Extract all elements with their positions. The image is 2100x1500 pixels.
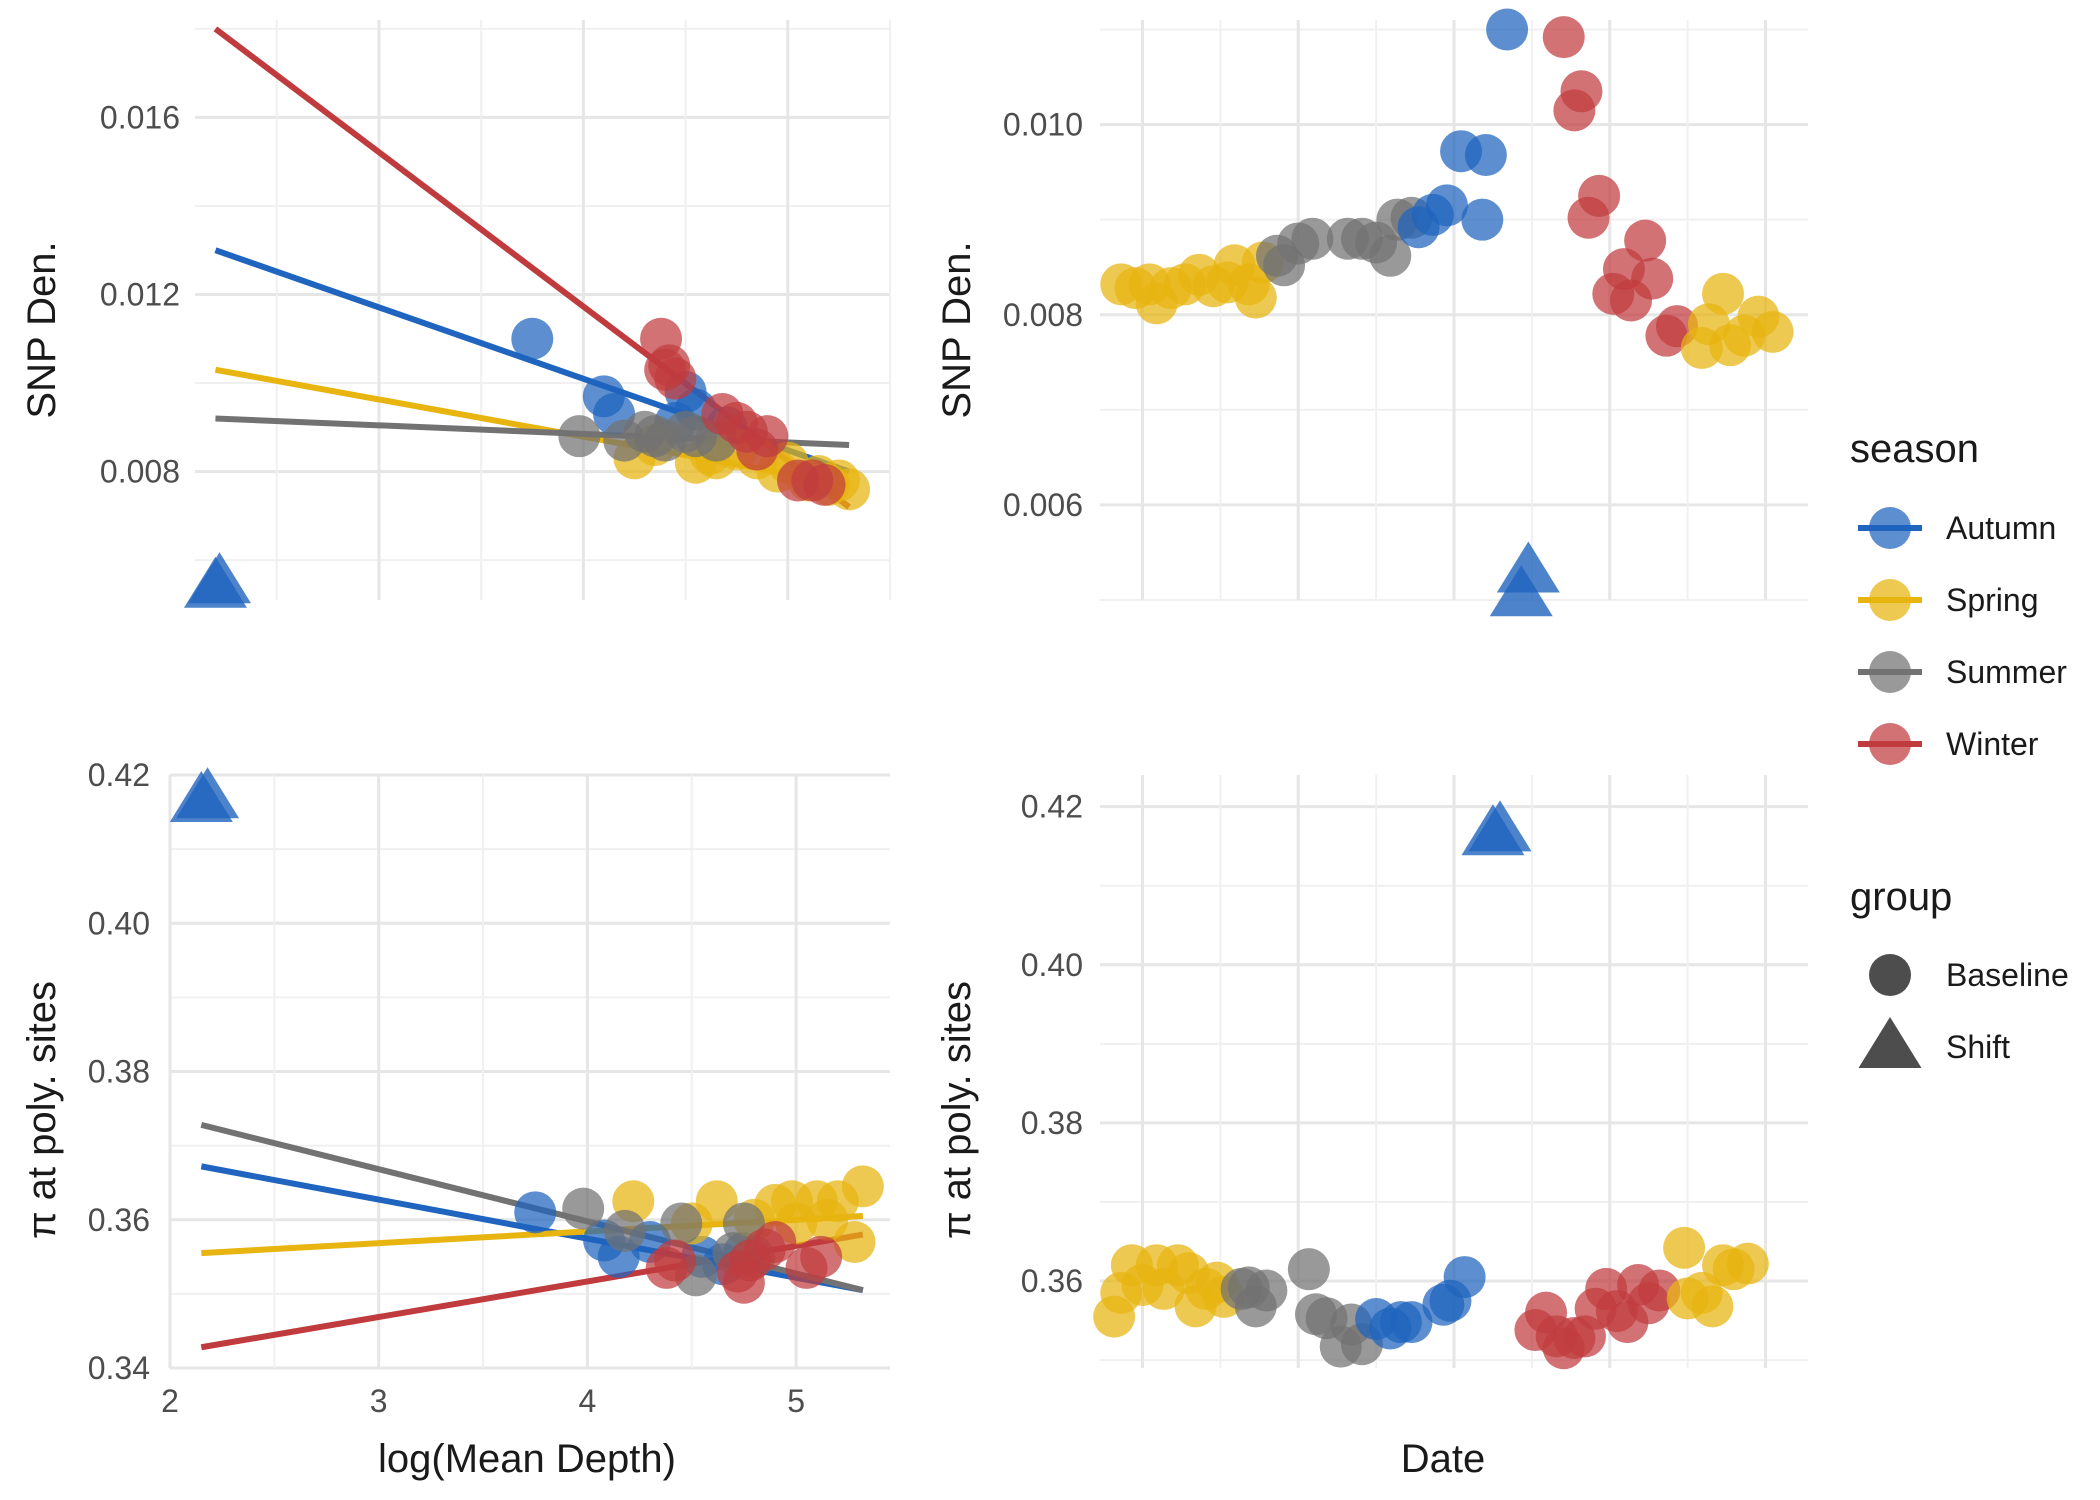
data-point (1726, 1242, 1769, 1285)
y-tick-label: 0.010 (1003, 107, 1083, 143)
data-point (562, 1187, 605, 1230)
data-point (1751, 310, 1794, 353)
y-tick-label: 0.38 (88, 1054, 150, 1090)
data-point (1461, 198, 1504, 241)
data-points (1100, 8, 1794, 617)
x-tick-label: 4 (578, 1383, 596, 1419)
x-axis-title: Date (1401, 1437, 1486, 1481)
panel-grid (168, 773, 890, 1370)
y-tick-label: 0.006 (1003, 487, 1083, 523)
panel-snp-density-vs-date: 0.006 0.008 0.010 SNP Den. (935, 8, 1808, 617)
data-point (1663, 1226, 1706, 1269)
legend-group-items: Baseline Shift (1858, 954, 2069, 1068)
x-tick-labels: 2 3 4 5 (161, 1383, 805, 1419)
data-point (1369, 234, 1412, 277)
y-tick-label: 0.012 (100, 277, 180, 313)
legend: season Autumn Spring Summer Winter group Ba… (1850, 427, 2069, 1068)
y-axis-title: π at poly. sites (935, 981, 979, 1239)
panel-pi-vs-depth: 0.34 0.36 0.38 0.40 0.42 2 3 4 5 π at poly. sit… (20, 757, 890, 1481)
legend-key-circle (1869, 651, 1911, 693)
data-point (800, 1235, 843, 1278)
y-tick-label: 0.42 (1021, 789, 1083, 825)
data-point (1464, 134, 1507, 177)
data-point (754, 1220, 797, 1263)
y-axis-title: SNP Den. (935, 241, 979, 418)
data-point (511, 317, 554, 360)
data-point (803, 463, 846, 506)
y-tick-label: 0.008 (1003, 297, 1083, 333)
data-points (169, 767, 884, 1304)
data-point (1443, 1256, 1486, 1299)
data-point (558, 415, 601, 458)
data-point (1291, 217, 1334, 260)
data-point (1560, 70, 1603, 113)
y-tick-label: 0.36 (88, 1202, 150, 1238)
data-point (841, 1165, 884, 1208)
legend-label-summer: Summer (1946, 654, 2067, 690)
legend-label-shift: Shift (1946, 1029, 2010, 1065)
data-point (1486, 8, 1529, 51)
y-tick-labels: 0.006 0.008 0.010 (1003, 107, 1083, 523)
data-point (1631, 257, 1674, 300)
y-tick-label: 0.38 (1021, 1105, 1083, 1141)
data-point-triangle (188, 552, 252, 604)
data-point (1691, 1285, 1734, 1328)
panel-pi-vs-date: 0.36 0.38 0.40 0.42 π at poly. sites Date (935, 775, 1808, 1481)
data-point (1702, 272, 1745, 315)
data-point (1624, 219, 1667, 262)
data-point-triangle (176, 767, 240, 819)
x-axis-title: log(Mean Depth) (378, 1437, 676, 1481)
data-point-triangle (1496, 541, 1560, 593)
data-point (1245, 1269, 1288, 1312)
data-point (1287, 1248, 1330, 1291)
legend-label-spring: Spring (1946, 582, 2039, 618)
data-point (1542, 16, 1585, 59)
x-tick-label: 5 (787, 1383, 805, 1419)
y-tick-label: 0.008 (100, 454, 180, 490)
data-point-triangle (1468, 800, 1532, 852)
legend-label-baseline: Baseline (1946, 957, 2069, 993)
y-tick-label: 0.34 (88, 1350, 150, 1386)
panel-grid (195, 20, 891, 600)
data-point (833, 1220, 876, 1263)
y-axis-title: SNP Den. (20, 241, 64, 418)
legend-key-circle (1869, 723, 1911, 765)
legend-key-circle (1869, 579, 1911, 621)
y-tick-label: 0.36 (1021, 1263, 1083, 1299)
data-points (1093, 800, 1769, 1370)
data-point (1234, 276, 1277, 319)
data-point (654, 357, 697, 400)
legend-season-items: Autumn Spring Summer Winter (1858, 507, 2067, 765)
y-tick-label: 0.016 (100, 99, 180, 135)
y-tick-labels: 0.008 0.012 0.016 (100, 99, 180, 489)
y-tick-labels: 0.36 0.38 0.40 0.42 (1021, 789, 1083, 1299)
legend-season-title: season (1850, 427, 1979, 471)
data-point (1390, 1301, 1433, 1344)
data-point (746, 415, 789, 458)
legend-group-title: group (1850, 875, 1952, 919)
legend-key-circle (1869, 954, 1911, 996)
y-tick-label: 0.40 (88, 905, 150, 941)
x-tick-label: 2 (161, 1383, 179, 1419)
data-point (603, 1209, 646, 1252)
data-point (514, 1191, 557, 1234)
legend-key-circle (1869, 507, 1911, 549)
y-axis-title: π at poly. sites (20, 981, 64, 1239)
data-point (1425, 184, 1468, 227)
data-point (660, 1202, 703, 1245)
legend-label-autumn: Autumn (1946, 510, 2056, 546)
x-tick-label: 3 (370, 1383, 388, 1419)
data-point (654, 1239, 697, 1282)
data-points (183, 317, 871, 608)
data-point (1578, 174, 1621, 217)
legend-key-triangle (1858, 1017, 1922, 1068)
y-tick-label: 0.40 (1021, 947, 1083, 983)
y-tick-label: 0.42 (88, 757, 150, 793)
y-tick-labels: 0.34 0.36 0.38 0.40 0.42 (88, 757, 150, 1386)
panel-snp-density-vs-depth: 0.008 0.012 0.016 SNP Den. (20, 20, 891, 608)
legend-label-winter: Winter (1946, 726, 2039, 762)
